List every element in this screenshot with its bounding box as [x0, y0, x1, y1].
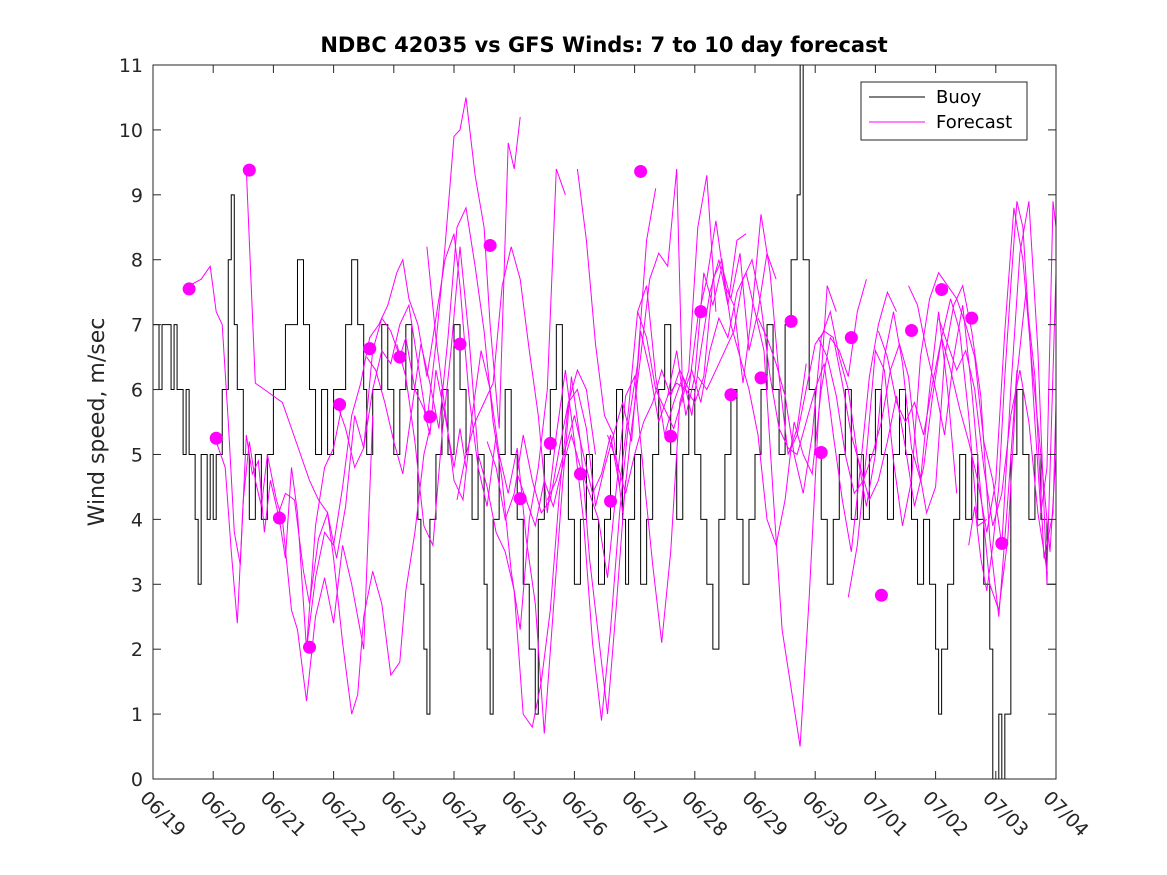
forecast-marker	[905, 323, 919, 337]
forecast-series-line	[275, 316, 467, 604]
plot-area	[153, 65, 1056, 779]
forecast-series-line	[968, 201, 1056, 591]
y-tick-label: 10	[119, 120, 143, 142]
y-tick-label: 4	[131, 509, 143, 531]
forecast-marker	[453, 337, 467, 351]
forecast-marker	[393, 350, 407, 364]
forecast-marker	[814, 446, 828, 460]
forecast-series-line	[938, 272, 1056, 572]
forecast-marker	[363, 342, 377, 356]
y-tick-label: 2	[131, 639, 143, 661]
forecast-marker	[209, 431, 223, 445]
y-tick-label: 11	[119, 55, 143, 77]
forecast-marker	[784, 314, 798, 328]
y-axis-label: Wind speed, m/sec	[85, 318, 110, 527]
forecast-marker	[182, 282, 196, 296]
forecast-marker	[604, 494, 618, 508]
forecast-series-line	[637, 271, 837, 747]
forecast-series-line	[426, 246, 627, 734]
forecast-marker	[995, 536, 1009, 550]
forecast-marker	[242, 163, 256, 177]
legend-buoy-label: Buoy	[936, 87, 982, 108]
legend-box	[860, 81, 1028, 141]
legend-forecast-label: Forecast	[936, 112, 1012, 133]
y-tick-label: 0	[131, 769, 143, 791]
forecast-series-line	[697, 258, 897, 552]
forecast-marker	[844, 331, 858, 345]
forecast-series-line	[847, 201, 1048, 598]
y-tick-label: 9	[131, 185, 143, 207]
forecast-marker	[513, 492, 527, 506]
y-tick-label: 7	[131, 315, 143, 337]
forecast-series-line	[486, 168, 684, 522]
forecast-marker	[303, 640, 317, 654]
forecast-series-line	[787, 298, 988, 527]
y-tick-label: 1	[131, 704, 143, 726]
forecast-series-line	[396, 246, 596, 729]
forecast-marker	[333, 397, 347, 411]
forecast-series-line	[576, 168, 777, 442]
forecast-marker	[935, 283, 949, 297]
forecast-marker	[272, 511, 286, 525]
forecast-marker	[754, 371, 768, 385]
forecast-marker	[573, 467, 587, 481]
forecast-series-line	[188, 264, 344, 650]
y-tick-label: 8	[131, 250, 143, 272]
forecast-series-line	[336, 97, 521, 469]
forecast-series-line	[908, 285, 1056, 611]
forecast-marker	[965, 311, 979, 325]
y-tick-label: 6	[131, 380, 143, 402]
plot-frame	[152, 64, 1057, 780]
forecast-series-line	[366, 168, 566, 630]
forecast-series-line	[667, 257, 867, 548]
forecast-marker	[543, 436, 557, 450]
y-tick-label: 3	[131, 574, 143, 596]
forecast-marker	[664, 429, 678, 443]
forecast-marker	[874, 588, 888, 602]
forecast-series-line	[757, 309, 958, 507]
forecast-series-line	[607, 214, 807, 494]
chart-title: NDBC 42035 vs GFS Winds: 7 to 10 day for…	[320, 33, 887, 57]
y-tick-label: 5	[131, 444, 143, 466]
forecast-series-line	[306, 233, 497, 650]
forecast-series-line	[245, 168, 431, 715]
forecast-marker	[724, 388, 738, 402]
forecast-marker	[694, 305, 708, 319]
forecast-marker	[634, 164, 648, 178]
forecast-marker	[423, 410, 437, 424]
legend: Buoy Forecast	[860, 81, 1028, 141]
forecast-marker	[483, 238, 497, 252]
